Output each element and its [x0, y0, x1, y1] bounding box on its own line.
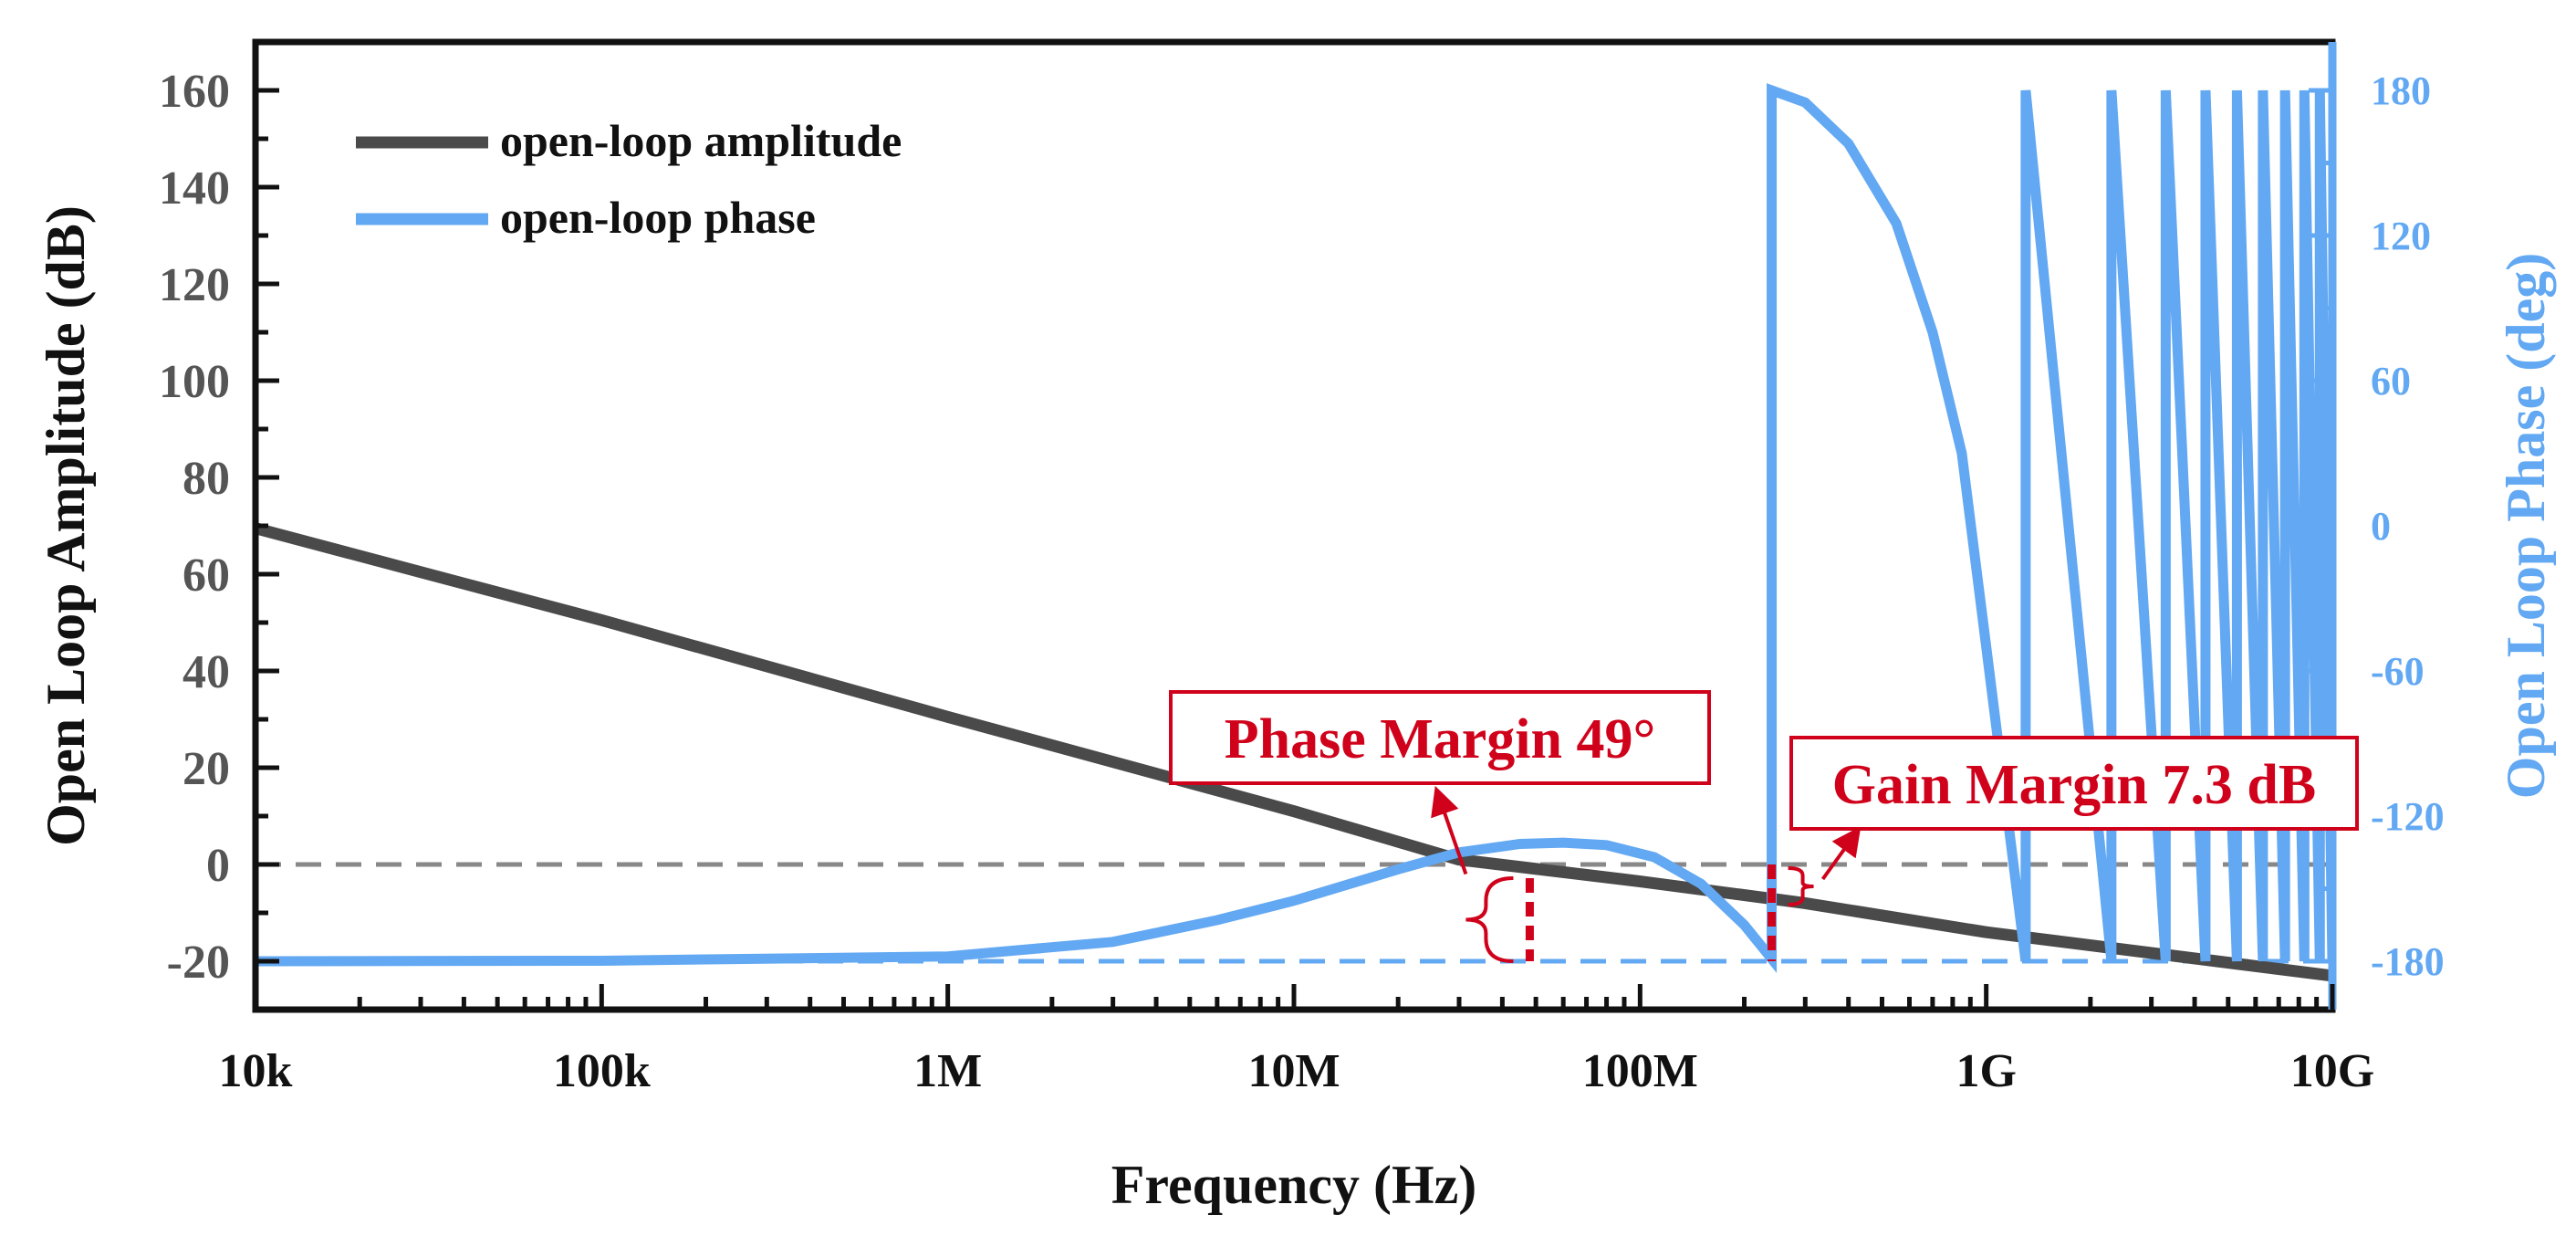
- y-left-tick-label: 160: [159, 66, 230, 118]
- axis-ticks: [253, 39, 2335, 1012]
- y-right-tick-label: 0: [2371, 504, 2391, 549]
- x-tick-label: 10G: [2290, 1045, 2374, 1097]
- x-tick-label: 1G: [1955, 1045, 2016, 1097]
- y-right-tick-label: 120: [2371, 214, 2431, 258]
- y-left-tick-label: 100: [159, 356, 230, 408]
- legend-amplitude-label: open-loop amplitude: [500, 115, 902, 166]
- y-right-tick-label: -180: [2371, 939, 2445, 984]
- phase-margin-brace: [1465, 876, 1514, 963]
- y-left-tick-label: 20: [183, 743, 230, 795]
- gain-margin-arrow: [1820, 826, 1862, 881]
- gain-margin-brace: [1788, 866, 1814, 906]
- y-right-tick-label: -120: [2371, 794, 2445, 839]
- y-left-tick-label: 80: [183, 453, 230, 505]
- gain-margin-box: [1789, 736, 2359, 831]
- y-left-tick-label: 60: [183, 550, 230, 602]
- y-right-tick-label: 180: [2371, 68, 2431, 113]
- y-left-tick-label: 120: [159, 259, 230, 311]
- legend: open-loop amplitude open-loop phase: [356, 115, 902, 243]
- gain-margin-annotation: Gain Margin 7.3 dB: [1789, 736, 2359, 831]
- x-tick-label: 100k: [553, 1045, 651, 1097]
- legend-phase-label: open-loop phase: [500, 192, 816, 243]
- y-left-tick-label: 40: [183, 646, 230, 698]
- y-left-axis-title: Open Loop Amplitude (dB): [36, 205, 96, 846]
- phase-margin-label: Phase Margin 49°: [1225, 708, 1656, 770]
- y-left-tick-labels: 160 140 120 100 80 60 40 20 0 -20: [159, 66, 230, 989]
- open-loop-phase-line: [256, 83, 2332, 973]
- phase-margin-arrow: [1431, 785, 1468, 875]
- x-axis-title: Frequency (Hz): [1111, 1155, 1476, 1215]
- x-tick-label: 1M: [913, 1045, 982, 1097]
- x-tick-label: 100M: [1582, 1045, 1698, 1097]
- x-tick-label: 10M: [1247, 1045, 1340, 1097]
- y-left-tick-label: -20: [167, 937, 230, 989]
- phase-margin-annotation: Phase Margin 49°: [1169, 690, 1711, 785]
- y-left-tick-label: 140: [159, 162, 230, 215]
- y-right-tick-labels: 180 120 60 0 -60 -120 -180: [2371, 68, 2445, 984]
- gain-margin-label: Gain Margin 7.3 dB: [1832, 754, 2317, 816]
- y-right-tick-label: 60: [2371, 359, 2411, 403]
- y-right-axis-title: Open Loop Phase (deg): [2496, 253, 2556, 799]
- y-right-tick-label: -60: [2371, 649, 2425, 694]
- x-tick-label: 10k: [219, 1045, 293, 1097]
- x-tick-labels: 10k 100k 1M 10M 100M 1G 10G: [219, 1045, 2375, 1097]
- y-left-tick-label: 0: [206, 840, 230, 892]
- phase-margin-box: [1169, 690, 1711, 785]
